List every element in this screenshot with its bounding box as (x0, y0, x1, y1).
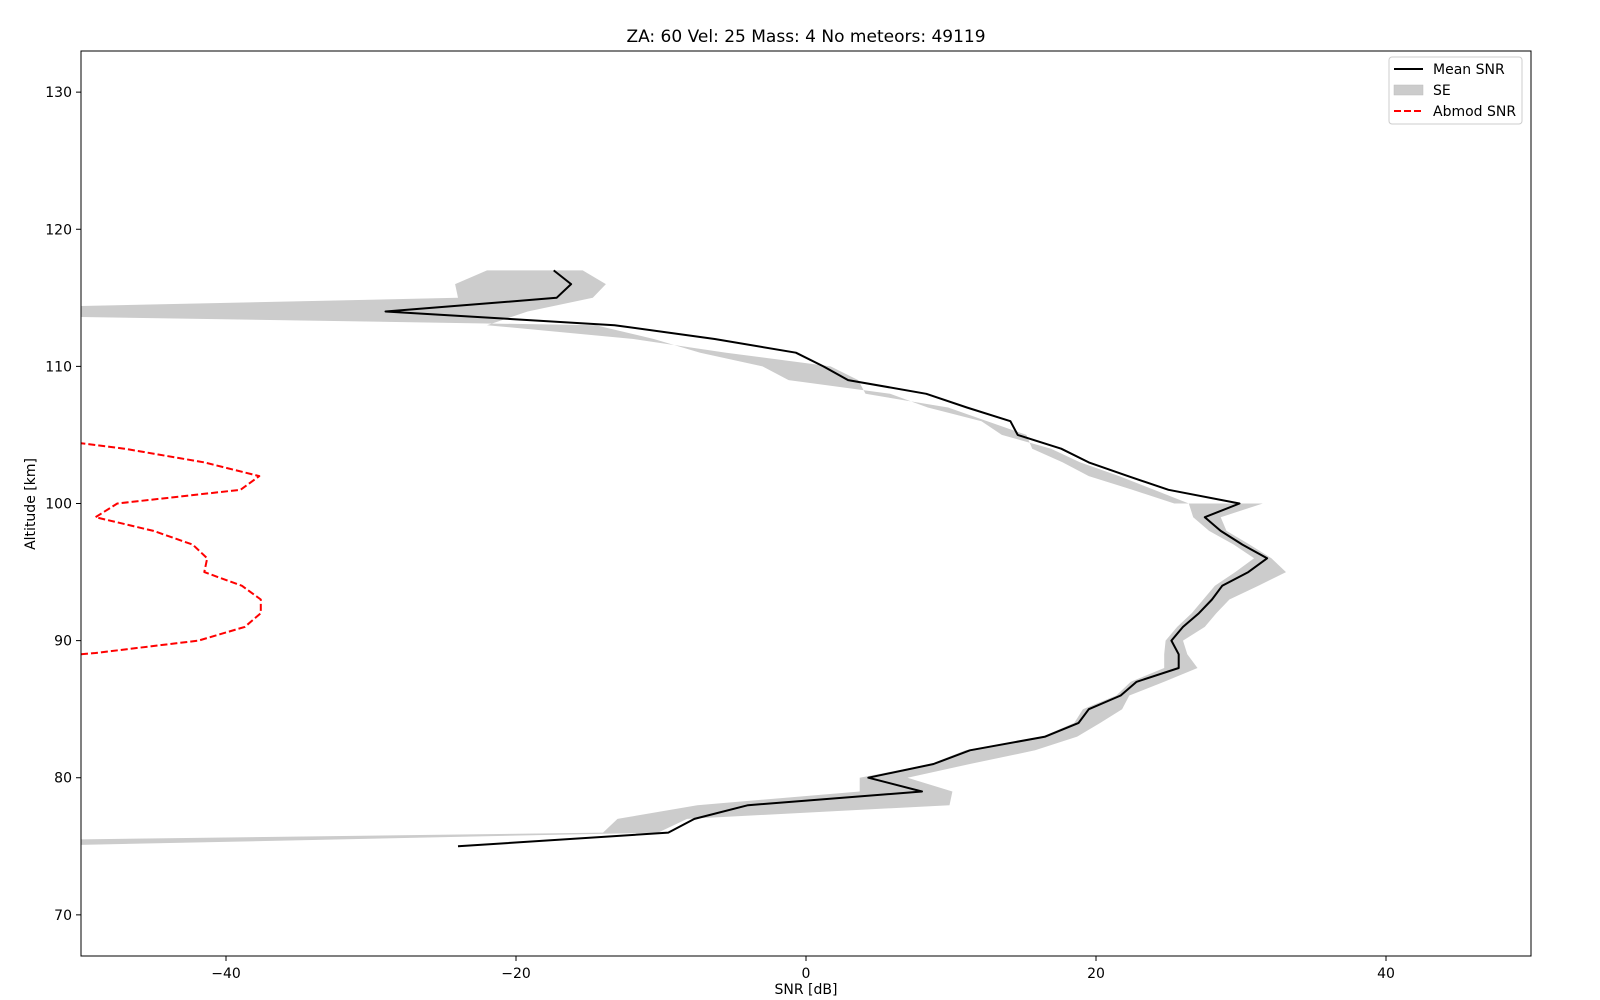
chart-title: ZA: 60 Vel: 25 Mass: 4 No meteors: 49119 (626, 27, 985, 47)
y-axis: 70 80 90 100 110 120 130 (45, 85, 81, 924)
mean-snr-line (384, 269, 1269, 848)
abmod-snr-line (81, 442, 262, 656)
x-axis-label: SNR [dB] (775, 982, 838, 998)
y-tick-label: 90 (54, 634, 72, 650)
y-tick-label: 110 (45, 359, 72, 375)
y-tick-label: 70 (54, 908, 72, 924)
plot-area (81, 269, 1286, 848)
y-tick-label: 130 (45, 85, 72, 101)
x-tick-label: −20 (501, 966, 531, 982)
legend-label-abmod-snr: Abmod SNR (1433, 104, 1516, 120)
legend-label-se: SE (1433, 83, 1451, 99)
x-tick-label: 20 (1087, 966, 1105, 982)
legend-label-mean-snr: Mean SNR (1433, 62, 1505, 78)
legend-box (1388, 56, 1523, 125)
x-tick-label: 40 (1377, 966, 1395, 982)
y-axis-label: Altitude [km] (23, 458, 39, 550)
y-tick-label: 120 (45, 222, 72, 238)
legend: Mean SNR SE Abmod SNR (1388, 56, 1523, 125)
x-tick-label: 0 (802, 966, 811, 982)
x-tick-label: −40 (211, 966, 241, 982)
y-tick-label: 80 (54, 771, 72, 787)
legend-swatch-se (1393, 84, 1424, 96)
y-tick-label: 100 (45, 497, 72, 513)
x-axis: −40 −20 0 20 40 (211, 956, 1395, 982)
